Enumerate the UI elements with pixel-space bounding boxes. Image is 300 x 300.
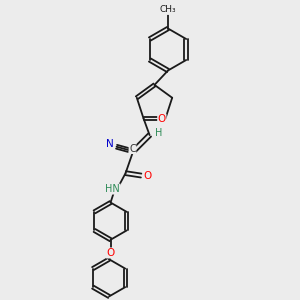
Text: H: H (155, 128, 162, 138)
Text: O: O (158, 114, 166, 124)
Text: C: C (129, 143, 136, 154)
Text: O: O (143, 170, 151, 181)
Text: O: O (106, 248, 115, 258)
Text: N: N (106, 139, 113, 149)
Text: HN: HN (105, 184, 120, 194)
Text: CH₃: CH₃ (159, 5, 176, 14)
